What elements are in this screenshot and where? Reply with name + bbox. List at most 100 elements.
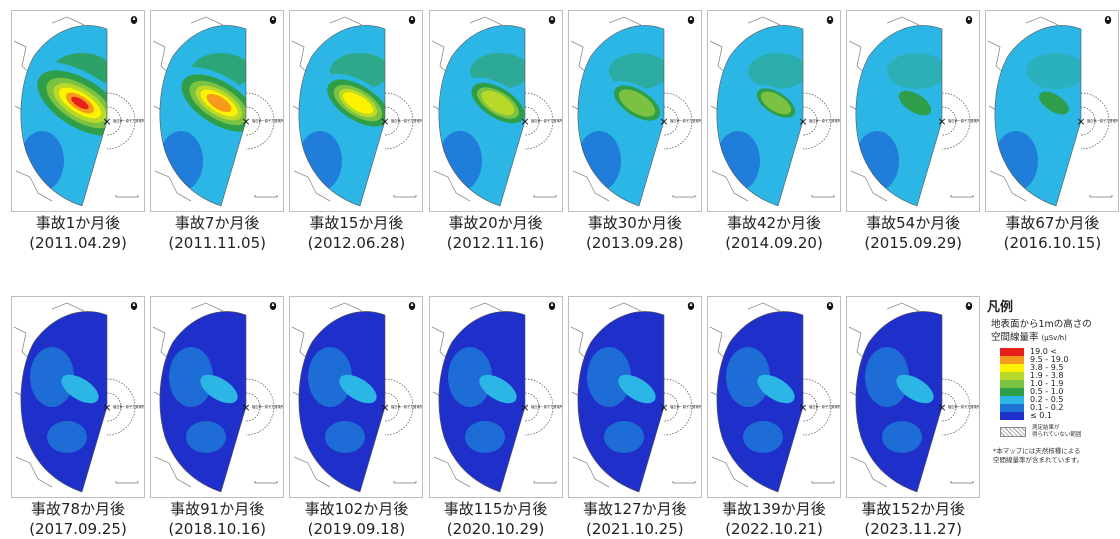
north-arrow-icon xyxy=(548,16,555,24)
map-panel: × 福島第一原子力発電所 事故15か月後 (2012.06.28) xyxy=(289,10,424,253)
panel-label: 事故91か月後 xyxy=(170,500,265,518)
legend-swatch xyxy=(1000,356,1024,364)
panel-label: 事故15か月後 xyxy=(309,214,404,232)
map-panel: × 福島第一原子力発電所事故152か月後 (2023.11.27) xyxy=(846,296,981,539)
plant-label: 福島第一原子力発電所 xyxy=(113,118,144,123)
dose-map: × 福島第一原子力発電所 xyxy=(846,10,981,212)
legend-swatch xyxy=(1000,396,1024,404)
legend-label: 1.9 - 3.8 xyxy=(1030,371,1064,380)
scale-bar xyxy=(394,195,417,198)
map-panel: × 福島第一原子力発電所 事故1か月後 (2011.04.29) xyxy=(11,10,145,253)
plant-marker-icon: × xyxy=(381,115,390,128)
scale-bar xyxy=(115,481,139,484)
plant-marker-icon: × xyxy=(520,401,529,414)
scale-bar xyxy=(672,195,696,198)
legend-label: 1.0 - 1.9 xyxy=(1030,379,1064,388)
dose-map: × 福島第一原子力発電所 xyxy=(567,296,702,498)
plant-label: 福島第一原子力発電所 xyxy=(391,404,422,409)
north-arrow-icon xyxy=(965,16,973,24)
legend-label: 9.5 - 19.0 xyxy=(1030,355,1069,364)
plant-marker-icon: × xyxy=(659,401,668,414)
scale-bar xyxy=(672,481,696,484)
panel-date: (2011.04.29) xyxy=(29,234,127,252)
map-panel: × 福島第一原子力発電所 事故91か月後 (2018.10.16) xyxy=(150,296,285,539)
panel-date: (2021.10.25) xyxy=(586,520,684,538)
scale-bar xyxy=(254,195,278,198)
legend-item: 0.5 - 1.0 xyxy=(1000,388,1069,396)
plant-label: 福島第一原子力発電所 xyxy=(1087,118,1118,123)
plant-marker-icon: × xyxy=(242,401,251,414)
legend-swatch xyxy=(1000,388,1024,396)
plant-label: 福島第一原子力発電所 xyxy=(391,118,422,123)
plant-marker-icon: × xyxy=(938,115,947,128)
legend-item: 19.0 < xyxy=(1000,348,1069,356)
legend-nodata: 測定結果が 得られていない範囲 xyxy=(1000,425,1119,439)
north-arrow-icon xyxy=(687,302,694,310)
panel-date: (2020.10.29) xyxy=(446,520,545,538)
panel-date: (2014.09.20) xyxy=(725,234,823,252)
plant-label: 福島第一原子力発電所 xyxy=(113,404,144,409)
scale-bar xyxy=(950,195,974,198)
plant-label: 福島第一原子力発電所 xyxy=(948,118,979,123)
legend-label: 0.1 - 0.2 xyxy=(1030,403,1064,412)
legend-measure: 空間線量率 xyxy=(991,332,1039,343)
plant-marker-icon: × xyxy=(520,115,529,128)
north-arrow-icon xyxy=(548,302,555,310)
north-arrow-icon xyxy=(409,302,416,310)
legend-unit: (μSv/h) xyxy=(1041,334,1067,342)
legend-label: 0.2 - 0.5 xyxy=(1030,395,1064,404)
plant-marker-icon: × xyxy=(381,401,390,414)
panel-date: (2017.09.25) xyxy=(29,520,127,538)
panel-date: (2022.10.21) xyxy=(725,520,823,538)
panel-label: 事故139か月後 xyxy=(722,500,826,518)
map-panel: × 福島第一原子力発電所 事故42か月後 (2014.09.20) xyxy=(707,10,841,253)
panel-date: (2012.11.16) xyxy=(446,234,545,252)
north-arrow-icon xyxy=(269,302,277,310)
map-panel: × 福島第一原子力発電所 事故78か月後 (2017.09.25) xyxy=(11,296,145,539)
legend-item: 0.1 - 0.2 xyxy=(1000,404,1069,412)
plant-label: 福島第一原子力発電所 xyxy=(252,118,283,123)
north-arrow-icon xyxy=(409,16,416,24)
plant-label: 福島第一原子力発電所 xyxy=(670,118,701,123)
panel-date: (2013.09.28) xyxy=(586,234,684,252)
north-arrow-icon xyxy=(826,16,834,24)
plant-marker-icon: × xyxy=(798,115,807,128)
legend-item: 9.5 - 19.0 xyxy=(1000,356,1069,364)
scale-bar xyxy=(533,481,556,484)
plant-label: 福島第一原子力発電所 xyxy=(531,118,562,123)
legend-swatch xyxy=(1000,380,1024,388)
scale-bar xyxy=(115,195,139,198)
dose-map: × 福島第一原子力発電所 xyxy=(428,10,563,212)
dose-map: × 福島第一原子力発電所 xyxy=(846,296,981,498)
dose-map: × 福島第一原子力発電所 xyxy=(11,10,145,212)
panel-date: (2016.10.15) xyxy=(1003,234,1102,252)
dose-map: × 福島第一原子力発電所 xyxy=(707,296,841,498)
north-arrow-icon xyxy=(965,302,973,310)
map-panel: × 福島第一原子力発電所 事故54か月後 (2015.09.29) xyxy=(846,10,981,253)
dose-map: × 福島第一原子力発電所 xyxy=(150,296,285,498)
nodata-label-1: 測定結果が xyxy=(1032,425,1060,431)
plant-marker-icon: × xyxy=(798,401,807,414)
plant-marker-icon: × xyxy=(102,401,111,414)
panel-label: 事故102か月後 xyxy=(304,500,409,518)
legend-item: ≤ 0.1 xyxy=(1000,412,1069,420)
dose-map: × 福島第一原子力発電所 xyxy=(11,296,145,498)
scale-bar xyxy=(394,481,417,484)
north-arrow-icon xyxy=(826,302,834,310)
dose-map: × 福島第一原子力発電所 xyxy=(985,10,1120,212)
panel-label: 事故152か月後 xyxy=(861,500,965,518)
north-arrow-icon xyxy=(1105,16,1112,24)
plant-label: 福島第一原子力発電所 xyxy=(670,404,701,409)
map-panel: × 福島第一原子力発電所 事故115か月後 (2020.10.29) xyxy=(428,296,563,539)
plant-label: 福島第一原子力発電所 xyxy=(809,404,840,409)
plant-marker-icon: × xyxy=(659,115,668,128)
north-arrow-icon xyxy=(130,16,138,24)
legend-label: ≤ 0.1 xyxy=(1030,411,1052,420)
plant-marker-icon: × xyxy=(1077,115,1086,128)
legend-item: 0.2 - 0.5 xyxy=(1000,396,1069,404)
panel-label: 事故127か月後 xyxy=(582,500,687,518)
legend: 凡例 地表面から1mの高さの 空間線量率 (μSv/h) 19.0 <9.5 -… xyxy=(983,296,1119,465)
plant-label: 福島第一原子力発電所 xyxy=(948,404,979,409)
dose-map: × 福島第一原子力発電所 xyxy=(567,10,702,212)
panel-date: (2023.11.27) xyxy=(864,520,962,538)
